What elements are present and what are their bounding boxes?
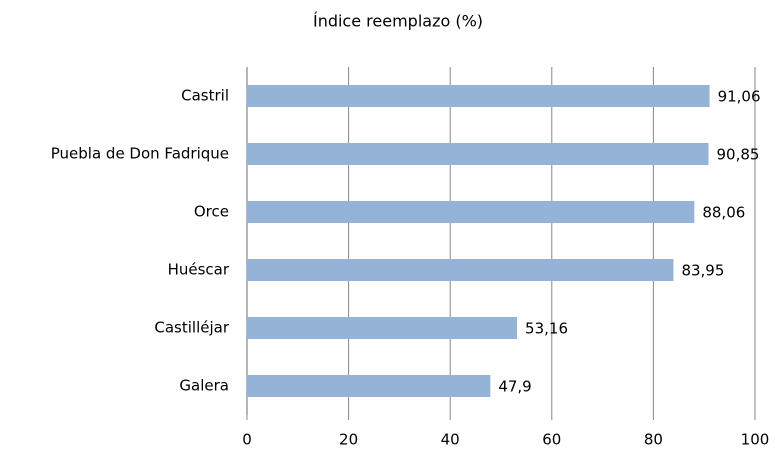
x-tick-label: 0 <box>242 431 252 449</box>
y-tick-label: Huéscar <box>168 261 230 279</box>
data-label: 47,9 <box>498 378 531 396</box>
data-label: 83,95 <box>681 262 724 280</box>
y-tick-label: Puebla de Don Fadrique <box>51 145 229 163</box>
bar <box>247 259 674 281</box>
chart-title: Índice reemplazo (%) <box>313 12 483 31</box>
x-tick-label: 100 <box>741 431 770 449</box>
bar <box>247 143 709 165</box>
y-tick-label: Galera <box>179 377 229 395</box>
bar <box>247 375 491 397</box>
data-label: 88,06 <box>702 204 745 222</box>
x-tick-label: 80 <box>644 431 663 449</box>
bar <box>247 317 518 339</box>
data-label: 90,85 <box>717 146 760 164</box>
bar <box>247 201 695 223</box>
x-tick-label: 60 <box>542 431 561 449</box>
bar <box>247 85 710 107</box>
data-label: 53,16 <box>525 320 568 338</box>
x-tick-label: 20 <box>339 431 358 449</box>
x-tick-label: 40 <box>441 431 460 449</box>
data-label: 91,06 <box>718 88 761 106</box>
y-tick-label: Castril <box>181 87 229 105</box>
y-tick-label: Orce <box>194 203 229 221</box>
y-tick-label: Castilléjar <box>154 319 229 337</box>
